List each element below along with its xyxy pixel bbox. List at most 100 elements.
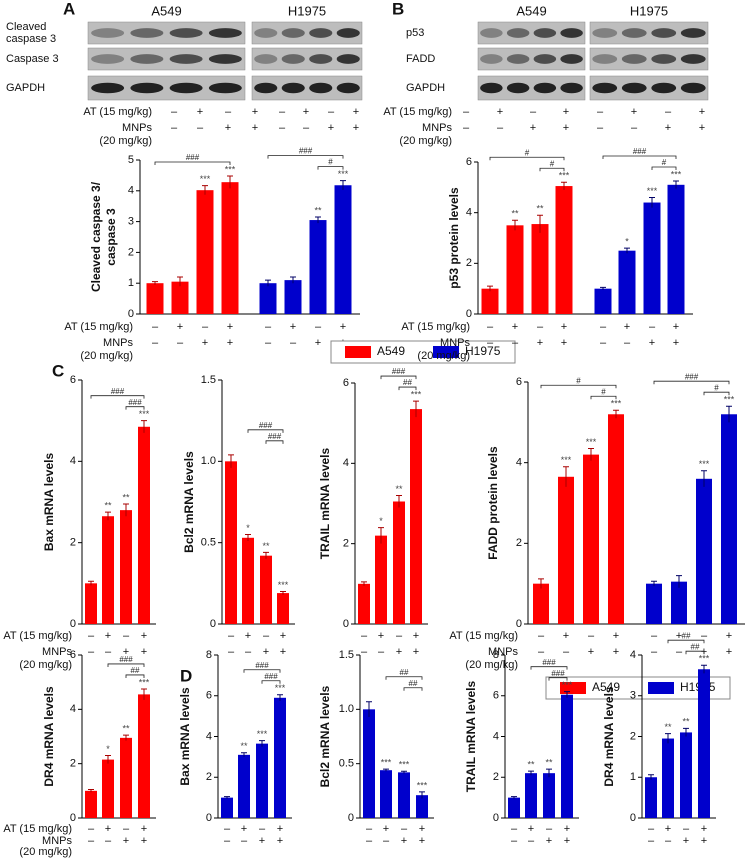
treatment-sign: + xyxy=(413,630,419,642)
comparison-label: ### xyxy=(255,661,269,670)
comparison-bracket xyxy=(125,674,145,678)
y-tick-label: 3 xyxy=(630,690,636,702)
error-bar xyxy=(141,688,147,700)
y-tick-label: 4 xyxy=(343,457,349,469)
comparison-label: ### xyxy=(119,655,133,664)
blot-row-label: GAPDH xyxy=(6,82,45,94)
treatment-sign: + xyxy=(123,646,129,658)
y-tick-label: 0.5 xyxy=(201,537,216,549)
error-bar xyxy=(177,276,183,287)
bar xyxy=(643,202,661,314)
comparison-bracket xyxy=(125,406,145,410)
comparison-label: ### xyxy=(186,153,200,162)
bar xyxy=(558,476,574,624)
comparison-label: ## xyxy=(131,666,140,675)
treatment-sign: + xyxy=(259,835,265,847)
comparison-bracket xyxy=(703,391,730,396)
treatment-sign: – xyxy=(538,646,545,658)
legend-label: H1975 xyxy=(680,680,716,694)
treatment-sign: – xyxy=(152,337,159,349)
error-bar xyxy=(561,181,567,190)
bar xyxy=(680,732,692,818)
treatment-sign: + xyxy=(665,823,671,835)
treatment-label: AT (15 mg/kg) xyxy=(3,823,72,835)
error-bar xyxy=(511,796,517,799)
significance-star: *** xyxy=(699,459,710,469)
treatment-sign: + xyxy=(252,106,258,118)
blot-band xyxy=(281,28,305,38)
treatment-sign: – xyxy=(88,835,95,847)
y-tick-label: 4 xyxy=(516,457,522,469)
error-bar xyxy=(648,774,654,780)
treatment-sign: + xyxy=(123,835,129,847)
error-bar xyxy=(701,664,707,674)
error-bar xyxy=(419,791,425,799)
error-bar xyxy=(676,575,682,588)
treatment-sign: – xyxy=(245,646,252,658)
y-tick-label: 8 xyxy=(493,649,499,661)
treatment-label: MNPs xyxy=(42,835,72,847)
significance-star: *** xyxy=(562,680,573,690)
blot-strip xyxy=(251,47,363,71)
treatment-sign: – xyxy=(648,835,655,847)
error-bar xyxy=(396,494,402,508)
significance-star: *** xyxy=(647,186,658,196)
y-axis-title: caspase 3 xyxy=(104,208,118,266)
blot-band xyxy=(208,28,242,38)
y-tick-label: 0 xyxy=(348,812,354,824)
comparison-label: ## xyxy=(409,679,418,688)
comparison-label: ## xyxy=(691,642,700,651)
blot-band xyxy=(91,82,125,94)
treatment-sign: – xyxy=(228,630,235,642)
significance-star: *** xyxy=(417,780,428,790)
treatment-sign: – xyxy=(123,823,130,835)
treatment-sign: + xyxy=(564,835,570,847)
treatment-label: MNPs xyxy=(422,122,452,134)
y-tick-label: 1 xyxy=(630,771,636,783)
comparison-bracket xyxy=(489,156,565,161)
error-bar xyxy=(624,247,630,254)
treatment-sign: – xyxy=(463,122,470,134)
significance-star: ** xyxy=(262,541,270,551)
treatment-sign: + xyxy=(683,835,689,847)
blot-band xyxy=(592,82,618,94)
treatment-sign: + xyxy=(512,321,518,333)
treatment-sign: – xyxy=(530,106,537,118)
comparison-label: ### xyxy=(259,421,273,430)
y-tick-label: 6 xyxy=(516,376,522,388)
blot-band xyxy=(560,82,583,94)
y-tick-label: 0 xyxy=(466,308,472,320)
bar xyxy=(85,583,97,624)
treatment-sign: – xyxy=(123,630,130,642)
treatment-sign: + xyxy=(378,630,384,642)
significance-star: ** xyxy=(545,757,553,767)
blot-strip xyxy=(251,21,363,45)
treatment-sign: – xyxy=(152,321,159,333)
error-bar xyxy=(123,734,129,741)
bar xyxy=(274,697,286,818)
y-tick-label: 4 xyxy=(630,649,636,661)
significance-star: * xyxy=(106,744,110,754)
treatment-label: (20 mg/kg) xyxy=(399,135,452,147)
blot-band xyxy=(651,54,677,64)
treatment-sign: – xyxy=(279,106,286,118)
error-bar xyxy=(701,470,707,487)
treatment-sign: – xyxy=(177,337,184,349)
significance-star: * xyxy=(246,523,250,533)
treatment-sign: – xyxy=(88,823,95,835)
y-tick-label: 2 xyxy=(206,771,212,783)
blot-band xyxy=(130,82,164,94)
treatment-label: AT (15 mg/kg) xyxy=(449,630,518,642)
significance-star: *** xyxy=(278,580,289,590)
y-tick-label: 2 xyxy=(493,771,499,783)
bar xyxy=(561,694,573,818)
error-bar xyxy=(546,768,552,778)
bar xyxy=(416,795,428,818)
blot-band xyxy=(592,28,618,38)
legend-label: H1975 xyxy=(465,344,501,358)
treatment-label: AT (15 mg/kg) xyxy=(383,106,452,118)
treatment-sign: + xyxy=(227,321,233,333)
comparison-bracket xyxy=(590,395,617,400)
blot-strip xyxy=(87,21,246,45)
bar xyxy=(698,669,710,818)
